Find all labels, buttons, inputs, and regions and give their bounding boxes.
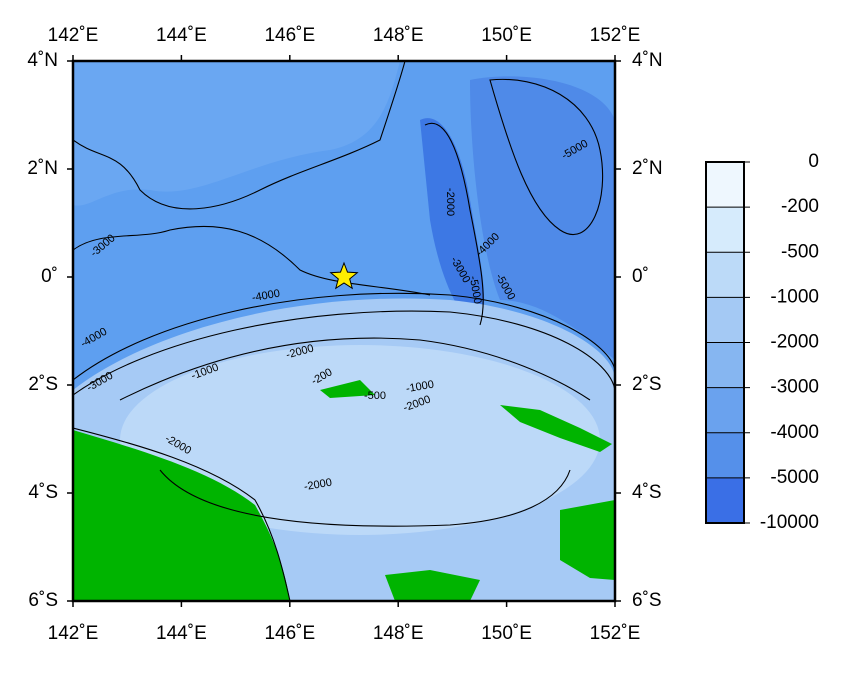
lon-label: 152˚E — [590, 25, 641, 46]
lat-label: 0˚ — [632, 266, 649, 287]
island — [320, 380, 375, 398]
basin — [73, 61, 400, 206]
colorbar-label: -200 — [781, 196, 819, 217]
bathymetry — [73, 61, 615, 601]
land — [560, 500, 615, 580]
colorbar-label: -3000 — [770, 377, 819, 398]
lat-label: 4˚N — [27, 50, 58, 71]
contour-line — [73, 427, 291, 601]
inner-shelf — [120, 345, 600, 535]
colorbar-segment — [706, 387, 744, 433]
lon-label: 144˚E — [156, 25, 207, 46]
contour-label: -1000 — [405, 379, 435, 396]
lat-label: 6˚S — [632, 590, 662, 611]
contour-line — [73, 61, 406, 210]
lat-label: 2˚S — [632, 374, 662, 395]
trench — [420, 118, 485, 330]
colorbar-segment — [706, 162, 744, 208]
contour-line — [73, 225, 431, 296]
contour-line — [73, 310, 615, 396]
lat-label: 4˚S — [632, 482, 662, 503]
island — [385, 570, 480, 601]
land — [73, 430, 290, 601]
lat-label: 2˚N — [632, 158, 663, 179]
contour-line — [489, 78, 604, 236]
colorbar-segment — [706, 297, 744, 343]
colorbar-label: -4000 — [770, 422, 819, 443]
lat-label: 6˚S — [28, 590, 58, 611]
lat-label: 2˚N — [27, 158, 58, 179]
contour-line — [73, 292, 615, 381]
lat-label: 0˚ — [41, 266, 58, 287]
contour-line — [119, 337, 591, 401]
contour-label: -4000 — [251, 288, 281, 305]
lon-label: 148˚E — [373, 623, 424, 644]
lat-label: 2˚S — [28, 374, 58, 395]
colorbar-label: -500 — [781, 241, 819, 262]
colorbar-segment — [706, 207, 744, 253]
contour-label: -500 — [364, 390, 386, 402]
colorbar-segment — [706, 432, 744, 478]
lat-label: 4˚N — [632, 50, 663, 71]
contour-label: -2000 — [303, 477, 333, 494]
lat-label: 4˚S — [28, 482, 58, 503]
colorbar-label: -1000 — [770, 286, 819, 307]
island — [500, 405, 612, 452]
lon-label: 146˚E — [264, 25, 315, 46]
lon-label: 146˚E — [264, 623, 315, 644]
colorbar-label: -5000 — [770, 467, 819, 488]
lon-label: 152˚E — [590, 623, 641, 644]
lon-label: 150˚E — [481, 25, 532, 46]
colorbar-label: -10000 — [760, 512, 819, 533]
lon-label: 144˚E — [156, 623, 207, 644]
contour-line — [159, 469, 571, 527]
colorbar-label: -2000 — [770, 332, 819, 353]
contour-label: -5000 — [467, 275, 484, 305]
lon-label: 150˚E — [481, 623, 532, 644]
contour-line — [424, 122, 484, 326]
lon-label: 142˚E — [48, 25, 99, 46]
lon-label: 148˚E — [373, 25, 424, 46]
contour-label: -2000 — [444, 188, 456, 216]
colorbar-segment — [706, 477, 744, 523]
lon-label: 142˚E — [48, 623, 99, 644]
deep-basin — [470, 76, 615, 361]
colorbar-segment — [706, 342, 744, 388]
colorbar-segment — [706, 252, 744, 298]
map-frame — [71, 59, 617, 603]
epicenter-star — [329, 261, 359, 290]
colorbar-label: 0 — [808, 151, 819, 172]
